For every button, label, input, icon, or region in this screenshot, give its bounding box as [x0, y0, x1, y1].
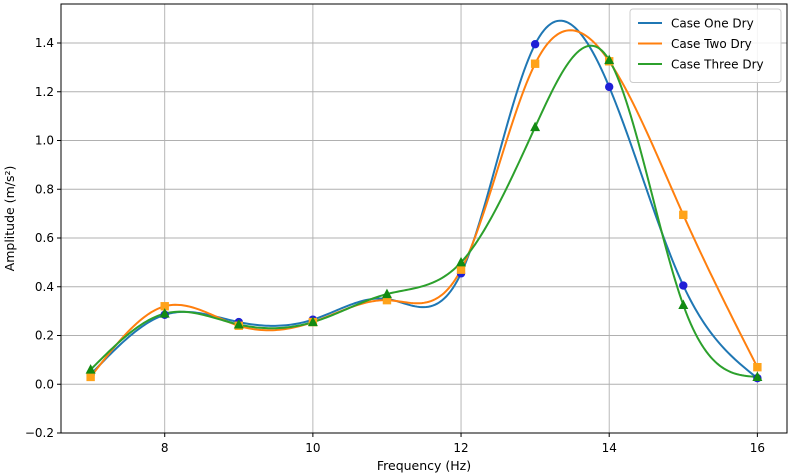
x-tick-label: 10: [305, 441, 320, 455]
legend-label: Case Three Dry: [671, 58, 764, 72]
legend-box: [629, 8, 782, 83]
x-ticks: 8 10 12 14 16: [161, 433, 765, 455]
y-tick-label: 0.0: [35, 377, 54, 391]
x-tick-label: 8: [161, 441, 169, 455]
y-tick-label: 0.2: [35, 329, 54, 343]
y-tick-label: 1.0: [35, 134, 54, 148]
data-point-series-1: [530, 40, 540, 49]
data-point-series-1: [679, 281, 688, 290]
legend-label: Case Two Dry: [671, 37, 752, 51]
series-line-3: [89, 44, 758, 378]
legend-label: Case One Dry: [671, 17, 754, 31]
x-tick-label: 16: [750, 441, 765, 455]
data-point-series-2: [753, 362, 762, 372]
x-tick-label: 14: [602, 441, 617, 455]
y-axis-label: Amplitude (m/s²): [2, 166, 17, 272]
data-point-series-3: [752, 371, 763, 381]
legend: Case One Dry Case Two Dry Case Three Dry: [629, 8, 782, 83]
data-point-series-3: [604, 54, 615, 65]
series-markers: [85, 40, 763, 383]
data-point-series-3: [530, 121, 541, 132]
x-tick-label: 12: [453, 441, 468, 455]
data-point-series-2: [86, 372, 95, 382]
data-point-series-2: [456, 265, 466, 274]
y-ticks: −0.2 0.0 0.2 0.4 0.6 0.8 1.0 1.2 1.4: [25, 36, 61, 440]
data-point-series-3: [85, 364, 96, 374]
data-point-series-3: [159, 308, 170, 318]
y-tick-label: 1.2: [35, 85, 54, 99]
series-line-2: [89, 29, 759, 378]
data-point-series-3: [307, 316, 318, 327]
data-point-series-3: [233, 319, 244, 329]
y-tick-label: 0.4: [35, 280, 54, 294]
y-tick-label: −0.2: [25, 426, 54, 440]
y-tick-label: 1.4: [35, 36, 54, 50]
y-tick-label: 0.6: [35, 231, 54, 245]
data-point-series-1: [605, 82, 614, 92]
data-point-series-2: [530, 59, 540, 68]
data-point-series-2: [382, 295, 392, 305]
x-axis-label: Frequency (Hz): [377, 458, 471, 473]
y-tick-label: 0.8: [35, 182, 54, 196]
series-lines: [89, 19, 759, 379]
data-point-series-2: [679, 210, 688, 220]
data-point-series-3: [381, 288, 392, 299]
data-point-series-3: [456, 256, 467, 267]
data-point-series-2: [160, 302, 169, 311]
data-point-series-3: [678, 299, 689, 310]
plot-frame: [60, 3, 788, 434]
